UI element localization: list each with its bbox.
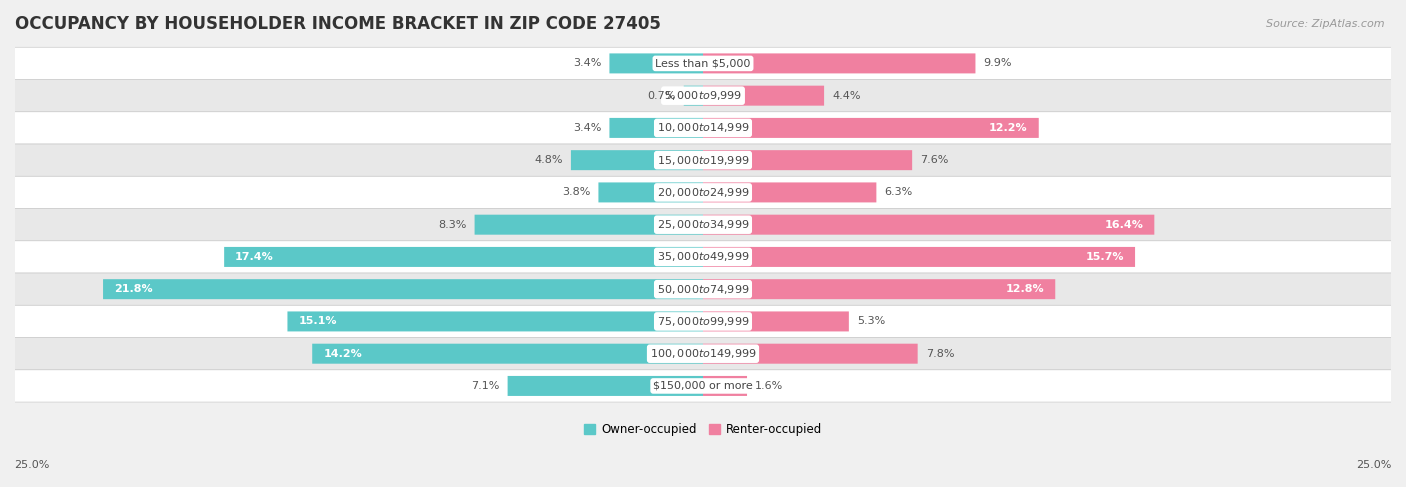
Text: $75,000 to $99,999: $75,000 to $99,999 [657, 315, 749, 328]
Text: 12.8%: 12.8% [1005, 284, 1045, 294]
FancyBboxPatch shape [14, 370, 1392, 402]
Text: $20,000 to $24,999: $20,000 to $24,999 [657, 186, 749, 199]
FancyBboxPatch shape [287, 312, 703, 332]
FancyBboxPatch shape [703, 215, 1154, 235]
Text: $35,000 to $49,999: $35,000 to $49,999 [657, 250, 749, 263]
FancyBboxPatch shape [609, 118, 703, 138]
Text: 4.4%: 4.4% [832, 91, 860, 101]
Text: 16.4%: 16.4% [1105, 220, 1143, 230]
Legend: Owner-occupied, Renter-occupied: Owner-occupied, Renter-occupied [579, 418, 827, 441]
Text: 21.8%: 21.8% [114, 284, 153, 294]
FancyBboxPatch shape [703, 247, 1135, 267]
FancyBboxPatch shape [703, 54, 976, 74]
Text: 1.6%: 1.6% [755, 381, 783, 391]
FancyBboxPatch shape [475, 215, 703, 235]
Text: Less than $5,000: Less than $5,000 [655, 58, 751, 68]
Text: 14.2%: 14.2% [323, 349, 361, 359]
Text: 25.0%: 25.0% [1357, 460, 1392, 470]
Text: 25.0%: 25.0% [14, 460, 49, 470]
FancyBboxPatch shape [571, 150, 703, 170]
FancyBboxPatch shape [14, 112, 1392, 144]
Text: 9.9%: 9.9% [984, 58, 1012, 68]
FancyBboxPatch shape [14, 208, 1392, 241]
FancyBboxPatch shape [703, 86, 824, 106]
Text: 3.4%: 3.4% [572, 123, 602, 133]
FancyBboxPatch shape [14, 79, 1392, 112]
FancyBboxPatch shape [14, 176, 1392, 208]
FancyBboxPatch shape [103, 279, 703, 299]
FancyBboxPatch shape [14, 144, 1392, 176]
Text: 15.7%: 15.7% [1085, 252, 1123, 262]
FancyBboxPatch shape [683, 86, 703, 106]
FancyBboxPatch shape [703, 344, 918, 364]
Text: 12.2%: 12.2% [988, 123, 1028, 133]
FancyBboxPatch shape [224, 247, 703, 267]
FancyBboxPatch shape [703, 150, 912, 170]
Text: $5,000 to $9,999: $5,000 to $9,999 [664, 89, 742, 102]
FancyBboxPatch shape [609, 54, 703, 74]
Text: $100,000 to $149,999: $100,000 to $149,999 [650, 347, 756, 360]
Text: $50,000 to $74,999: $50,000 to $74,999 [657, 282, 749, 296]
Text: $25,000 to $34,999: $25,000 to $34,999 [657, 218, 749, 231]
Text: 3.4%: 3.4% [572, 58, 602, 68]
Text: 7.1%: 7.1% [471, 381, 499, 391]
Text: 7.8%: 7.8% [927, 349, 955, 359]
FancyBboxPatch shape [703, 118, 1039, 138]
FancyBboxPatch shape [703, 312, 849, 332]
Text: 6.3%: 6.3% [884, 187, 912, 197]
Text: OCCUPANCY BY HOUSEHOLDER INCOME BRACKET IN ZIP CODE 27405: OCCUPANCY BY HOUSEHOLDER INCOME BRACKET … [15, 15, 661, 33]
Text: 8.3%: 8.3% [437, 220, 467, 230]
FancyBboxPatch shape [599, 183, 703, 203]
FancyBboxPatch shape [703, 376, 747, 396]
FancyBboxPatch shape [703, 183, 876, 203]
Text: 0.7%: 0.7% [647, 91, 675, 101]
Text: 5.3%: 5.3% [858, 317, 886, 326]
FancyBboxPatch shape [14, 47, 1392, 79]
Text: 7.6%: 7.6% [921, 155, 949, 165]
Text: 17.4%: 17.4% [235, 252, 274, 262]
FancyBboxPatch shape [14, 241, 1392, 273]
Text: $10,000 to $14,999: $10,000 to $14,999 [657, 121, 749, 134]
FancyBboxPatch shape [312, 344, 703, 364]
FancyBboxPatch shape [14, 337, 1392, 370]
Text: $15,000 to $19,999: $15,000 to $19,999 [657, 154, 749, 167]
Text: $150,000 or more: $150,000 or more [654, 381, 752, 391]
FancyBboxPatch shape [14, 273, 1392, 305]
FancyBboxPatch shape [703, 279, 1056, 299]
FancyBboxPatch shape [508, 376, 703, 396]
Text: 15.1%: 15.1% [298, 317, 337, 326]
Text: 4.8%: 4.8% [534, 155, 562, 165]
FancyBboxPatch shape [14, 305, 1392, 337]
Text: Source: ZipAtlas.com: Source: ZipAtlas.com [1267, 19, 1385, 30]
Text: 3.8%: 3.8% [562, 187, 591, 197]
